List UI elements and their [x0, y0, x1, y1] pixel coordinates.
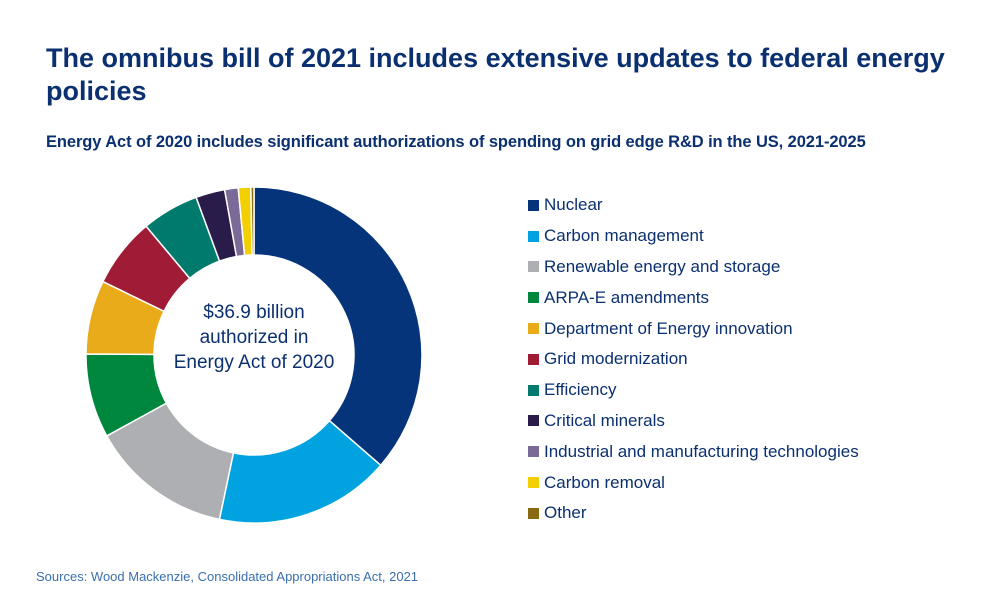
legend-item: Carbon removal — [528, 467, 859, 498]
legend-item: ARPA-E amendments — [528, 282, 859, 313]
legend-item: Critical minerals — [528, 406, 859, 437]
legend-swatch — [528, 507, 539, 519]
legend-swatch — [528, 230, 539, 242]
legend-item: Other — [528, 498, 859, 529]
legend-swatch — [528, 415, 539, 427]
donut-slice-other — [250, 186, 255, 256]
legend-label: Carbon management — [544, 226, 704, 246]
legend-label: Renewable energy and storage — [544, 256, 781, 276]
legend-label: Carbon removal — [544, 472, 665, 492]
legend-swatch — [528, 477, 539, 489]
source-note: Sources: Wood Mackenzie, Consolidated Ap… — [36, 569, 419, 584]
center-label-line: $36.9 billion — [203, 302, 305, 323]
legend-item: Renewable energy and storage — [528, 252, 859, 283]
legend-swatch — [528, 199, 539, 211]
legend-label: ARPA-E amendments — [544, 287, 710, 307]
chart-subtitle: Energy Act of 2020 includes significant … — [46, 133, 866, 151]
donut-chart — [85, 186, 423, 524]
legend-swatch — [528, 446, 539, 458]
legend-swatch — [528, 323, 539, 335]
legend-label: Department of Energy innovation — [544, 318, 793, 338]
legend-label: Efficiency — [544, 380, 617, 400]
legend-item: Carbon management — [528, 221, 859, 252]
legend: Nuclear Carbon management Renewable energy… — [528, 190, 859, 529]
center-label-line: authorized in — [199, 327, 309, 348]
legend-label: Industrial and manufacturing technologie… — [544, 441, 859, 461]
legend-swatch — [528, 292, 539, 304]
legend-label: Other — [544, 503, 587, 523]
legend-item: Grid modernization — [528, 344, 859, 375]
legend-item: Nuclear — [528, 190, 859, 221]
legend-swatch — [528, 384, 539, 396]
center-label: $36.9 billion authorized in Energy Act o… — [154, 300, 354, 375]
legend-swatch — [528, 353, 539, 365]
legend-item: Department of Energy innovation — [528, 313, 859, 344]
donut-slice-nuclear — [253, 186, 423, 467]
chart-title: The omnibus bill of 2021 includes extens… — [46, 43, 945, 106]
legend-swatch — [528, 261, 539, 273]
legend-item: Industrial and manufacturing technologie… — [528, 436, 859, 467]
legend-label: Critical minerals — [544, 410, 665, 430]
center-label-line: Energy Act of 2020 — [173, 352, 335, 373]
legend-item: Efficiency — [528, 375, 859, 406]
legend-label: Nuclear — [544, 195, 603, 215]
legend-label: Grid modernization — [544, 349, 688, 369]
